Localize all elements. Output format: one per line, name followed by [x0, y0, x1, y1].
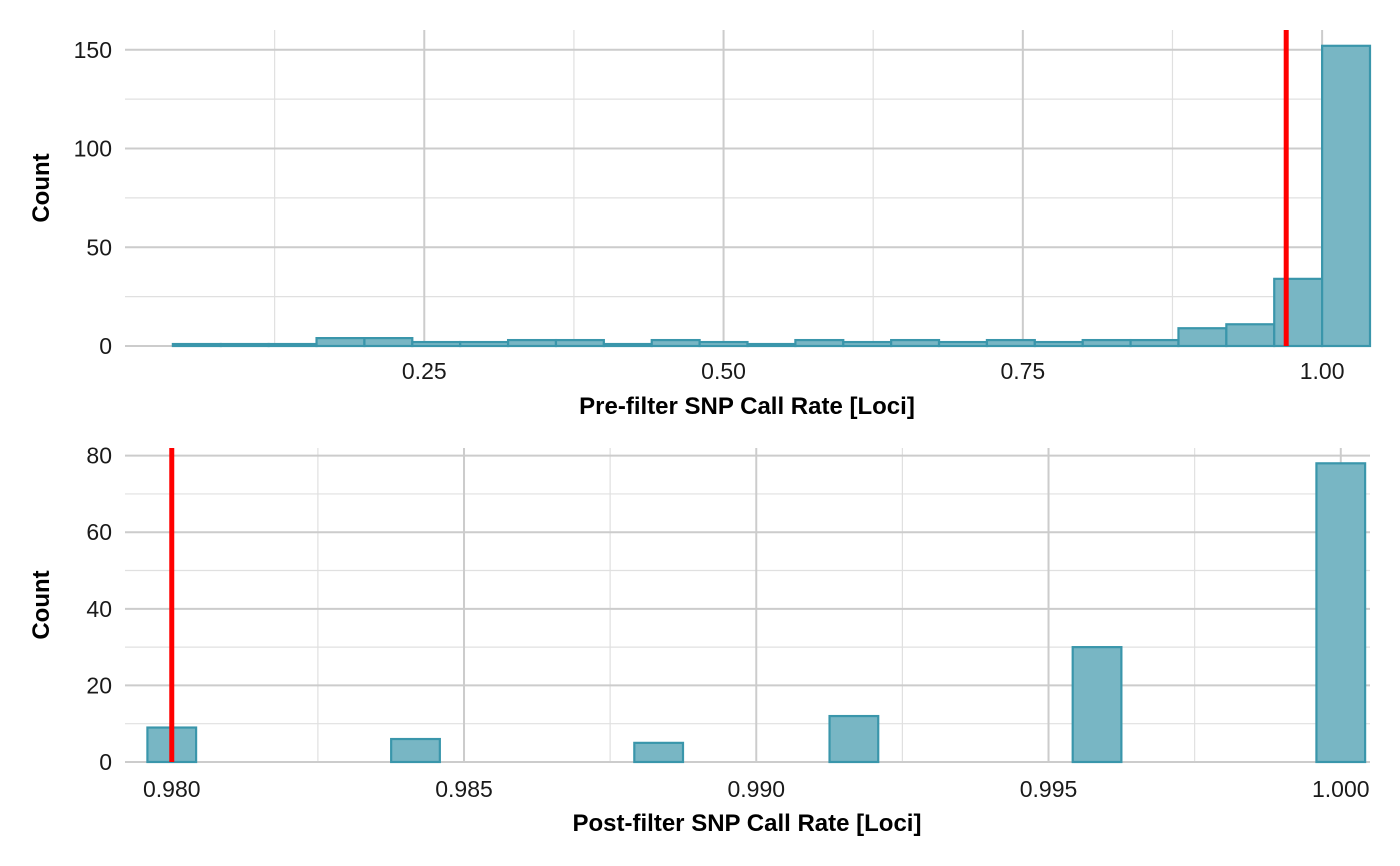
histogram-bar — [937, 340, 989, 348]
histogram-bar — [554, 338, 605, 348]
y-axis-title: Count — [28, 570, 55, 639]
y-tick-label: 50 — [86, 234, 112, 260]
histogram-bar — [267, 342, 318, 348]
y-tick-label: 100 — [74, 136, 112, 162]
histogram-bar — [1033, 340, 1084, 348]
x-tick-label: 0.50 — [701, 358, 746, 384]
histogram-bar — [1273, 277, 1324, 348]
histogram-bar — [1315, 462, 1367, 764]
histogram-bar — [459, 340, 510, 348]
x-tick-label: 0.990 — [727, 776, 785, 802]
y-tick-label: 40 — [86, 596, 112, 622]
y-tick-label: 150 — [74, 37, 112, 63]
y-tick-label: 20 — [86, 672, 112, 698]
x-tick-label: 0.25 — [402, 358, 447, 384]
histogram-bar — [698, 340, 749, 348]
histogram-bar — [219, 342, 270, 348]
x-axis-title: Post-filter SNP Call Rate [Loci] — [573, 810, 922, 837]
x-axis-title: Pre-filter SNP Call Rate [Loci] — [579, 393, 915, 420]
histogram-bar — [602, 342, 653, 348]
x-tick-label: 0.980 — [143, 776, 201, 802]
y-axis-title: Count — [28, 153, 55, 222]
histogram-bar — [1081, 338, 1132, 348]
post-filter-histogram-panel: 0.980 0.985 0.990 0.995 1.000 0 20 40 60 80 Post… — [28, 443, 1370, 837]
histogram-bar — [828, 714, 880, 764]
x-tick-label: 0.75 — [1000, 358, 1045, 384]
histogram-bar — [650, 338, 701, 348]
histogram-bar — [1071, 646, 1123, 764]
histogram-bar — [985, 338, 1036, 348]
histogram-bar — [842, 340, 893, 348]
pre-filter-histogram-panel: 0.25 0.50 0.75 1.00 0 50 100 150 Pre-filter SN… — [28, 30, 1372, 420]
histogram-bar — [1129, 338, 1180, 348]
histogram-bar — [171, 342, 222, 348]
histogram-bar — [315, 337, 366, 348]
x-tick-label: 1.000 — [1312, 776, 1370, 802]
histogram-bar — [506, 338, 558, 348]
histogram-bar — [746, 342, 797, 348]
y-tick-label: 60 — [86, 519, 112, 545]
histogram-bar — [390, 737, 441, 764]
y-tick-label: 0 — [99, 749, 112, 775]
histogram-bar — [633, 741, 685, 764]
y-tick-label: 0 — [99, 333, 112, 359]
y-tick-label: 80 — [86, 443, 112, 469]
x-tick-label: 0.995 — [1020, 776, 1078, 802]
histogram-bar — [411, 340, 462, 348]
x-tick-label: 1.00 — [1300, 358, 1345, 384]
histogram-bar — [1177, 327, 1228, 348]
x-tick-label: 0.985 — [435, 776, 493, 802]
histogram-bar — [363, 337, 414, 348]
histogram-bar — [1321, 44, 1372, 348]
histogram-bar — [794, 338, 845, 348]
histogram-bar — [890, 338, 941, 348]
histogram-bar — [1225, 323, 1276, 348]
